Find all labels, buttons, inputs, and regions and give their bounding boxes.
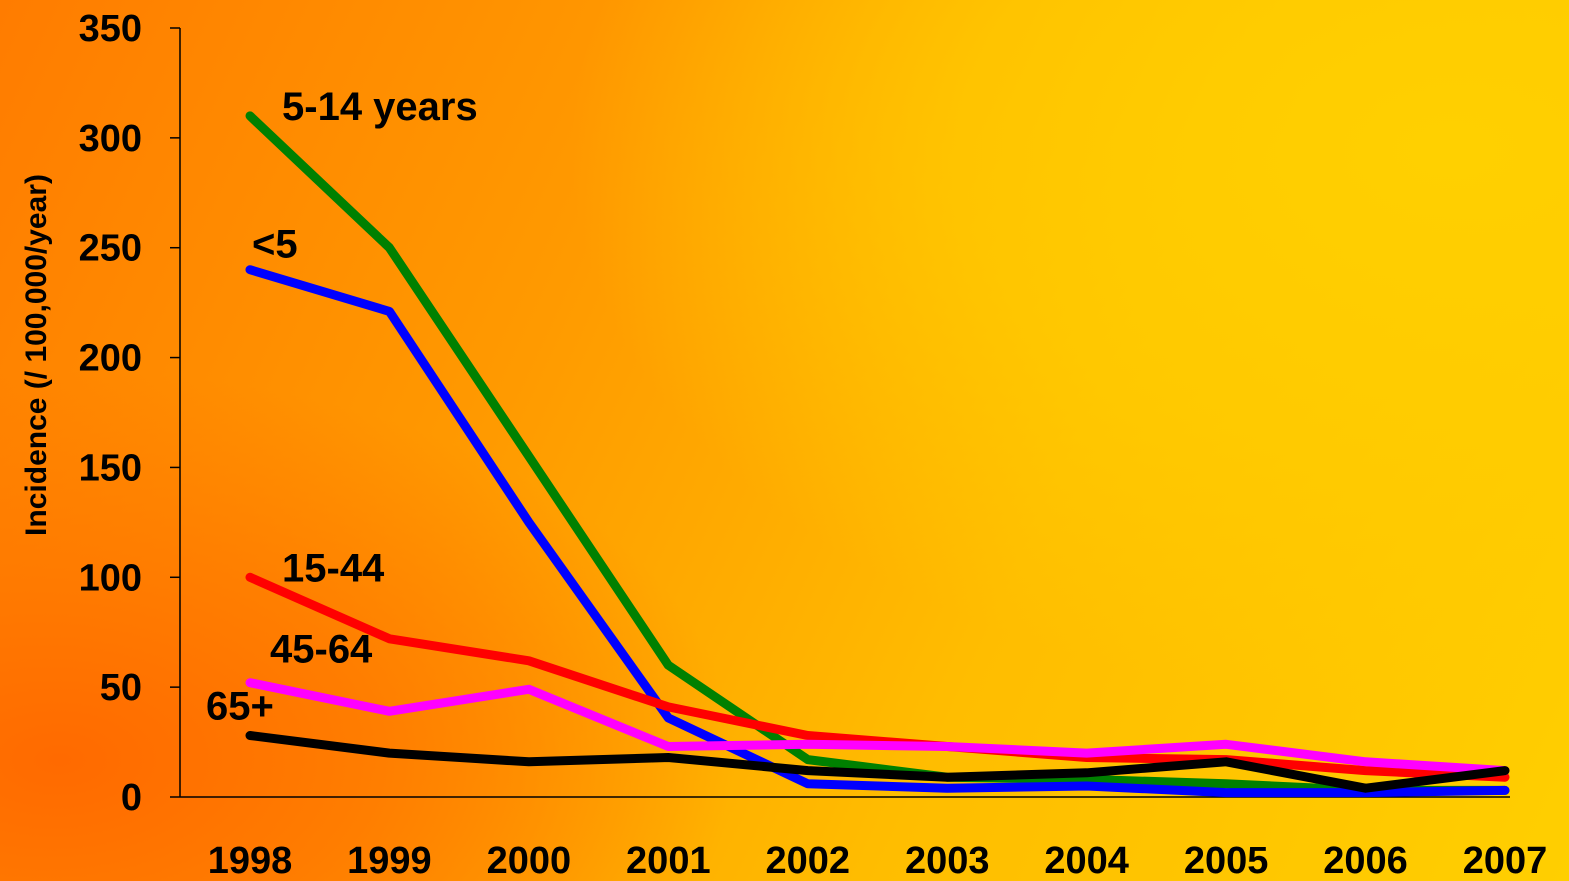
x-tick-label: 2001 bbox=[626, 840, 711, 881]
x-tick-label: 1998 bbox=[208, 840, 293, 881]
x-tick-label: 2004 bbox=[1044, 840, 1129, 881]
y-tick-label: 0 bbox=[121, 777, 142, 819]
series-line-65 bbox=[245, 731, 1510, 793]
series-label-45-64: 45-64 bbox=[270, 628, 373, 672]
series-line-5-14-years bbox=[245, 111, 1510, 795]
series-line-5 bbox=[245, 265, 1510, 798]
series-label-5-14-years: 5-14 years bbox=[282, 85, 478, 129]
y-tick-label: 50 bbox=[100, 667, 142, 709]
series-line-45-64 bbox=[245, 678, 1510, 776]
y-tick-label: 350 bbox=[79, 8, 142, 50]
y-tick-label: 100 bbox=[79, 557, 142, 599]
x-tick-label: 2005 bbox=[1184, 840, 1269, 881]
axes: 0 50 100 150 200 250 300 350 1998 1999 2000 2001 20… bbox=[20, 8, 1547, 881]
x-tick-label: 2006 bbox=[1323, 840, 1408, 881]
series-label-5: <5 bbox=[252, 223, 298, 267]
x-tick-label: 2000 bbox=[487, 840, 572, 881]
x-tick-label: 2003 bbox=[905, 840, 990, 881]
y-tick-label: 300 bbox=[79, 118, 142, 160]
series-label-15-44: 15-44 bbox=[282, 546, 385, 590]
x-tick-label: 2002 bbox=[766, 840, 851, 881]
y-tick-label: 250 bbox=[79, 228, 142, 270]
x-tick-label: 1999 bbox=[347, 840, 432, 881]
y-axis-label: Incidence (/ 100,000/year) bbox=[20, 174, 53, 536]
y-tick-label: 200 bbox=[79, 338, 142, 380]
y-tick-label: 150 bbox=[79, 447, 142, 489]
x-tick-label: 2007 bbox=[1463, 840, 1548, 881]
series-label-65: 65+ bbox=[206, 684, 274, 728]
